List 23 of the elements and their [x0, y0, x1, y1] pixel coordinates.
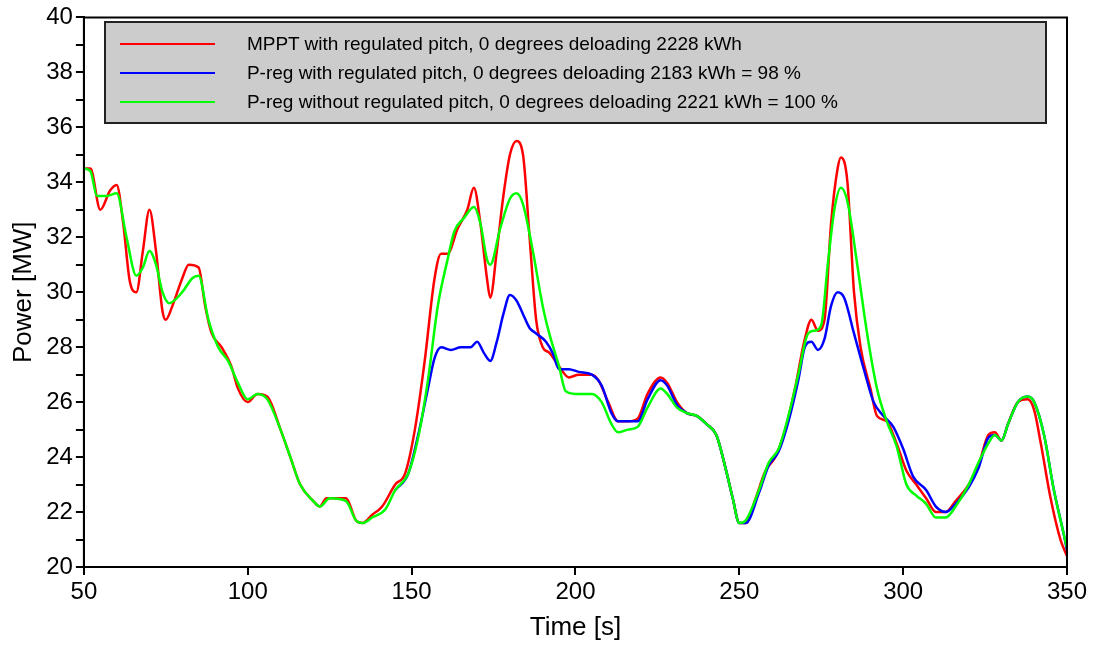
y-tick-label: 38 — [46, 56, 73, 84]
y-tick-label: 26 — [46, 386, 73, 414]
y-tick-label: 30 — [46, 276, 73, 304]
y-tick-label: 34 — [46, 166, 73, 194]
x-tick-label: 200 — [555, 577, 596, 605]
y-tick-label: 28 — [46, 331, 73, 359]
y-tick-label: 22 — [46, 496, 73, 524]
x-tick-label: 50 — [70, 577, 98, 605]
legend-label: P-reg with regulated pitch, 0 degrees deloading 2183 kWh = 98 % — [246, 61, 801, 84]
x-tick-label: 300 — [883, 577, 924, 605]
y-tick-label: 40 — [46, 2, 73, 30]
x-tick-label: 250 — [719, 577, 760, 605]
y-tick-label: 32 — [46, 221, 73, 249]
x-tick-label: 100 — [227, 577, 268, 605]
legend-label: MPPT with regulated pitch, 0 degrees deloading 2228 kWh — [246, 32, 742, 55]
y-tick-label: 20 — [46, 551, 73, 579]
legend-label: P-reg without regulated pitch, 0 degrees deloading 2221 kWh = 100 % — [246, 90, 838, 113]
x-tick-label: 350 — [1046, 577, 1088, 605]
y-tick-label: 24 — [46, 441, 73, 469]
x-tick-label: 150 — [391, 577, 432, 605]
y-axis-title: Power [MW] — [6, 221, 37, 363]
x-axis-title: Time [s] — [529, 610, 622, 641]
y-tick-label: 36 — [46, 111, 73, 139]
